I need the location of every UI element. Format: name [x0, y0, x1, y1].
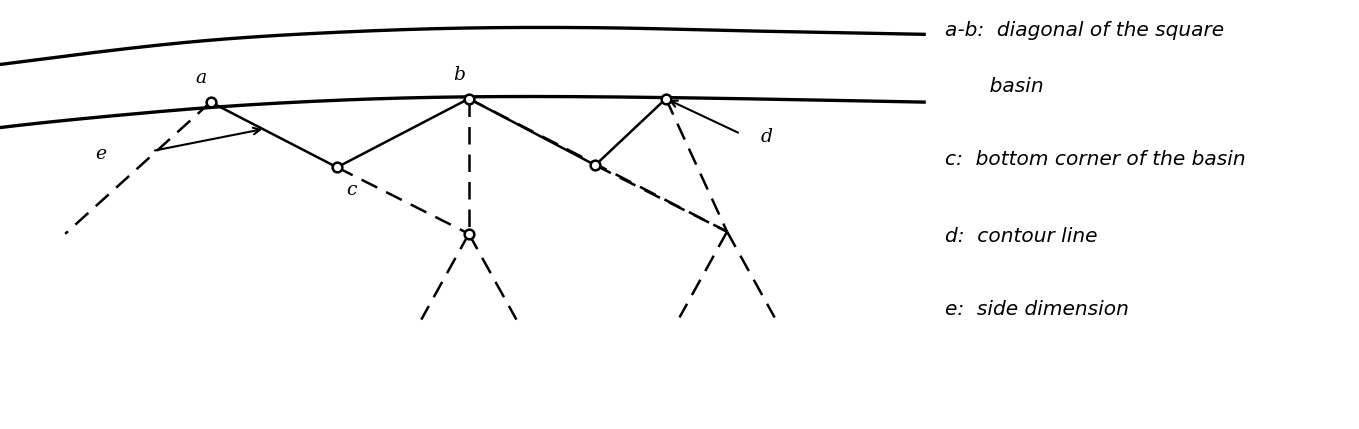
Text: b: b [454, 66, 465, 84]
Text: e: e [95, 145, 106, 163]
Text: c: c [347, 181, 357, 199]
Text: a: a [196, 69, 207, 87]
Text: a-b:  diagonal of the square: a-b: diagonal of the square [945, 21, 1223, 40]
Text: c:  bottom corner of the basin: c: bottom corner of the basin [945, 150, 1245, 169]
Text: e:  side dimension: e: side dimension [945, 300, 1128, 319]
Text: basin: basin [945, 77, 1044, 96]
Text: d: d [761, 128, 773, 146]
Text: d:  contour line: d: contour line [945, 227, 1097, 246]
